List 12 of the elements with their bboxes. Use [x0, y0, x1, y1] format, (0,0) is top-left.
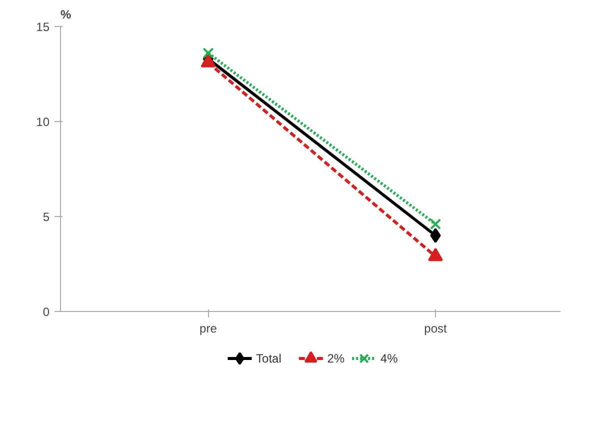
y-tick-label: 15 [36, 20, 50, 34]
x-tick-label: post [424, 322, 448, 336]
legend-label: 4% [380, 352, 398, 366]
y-tick-label: 5 [42, 210, 50, 224]
y-tick-label: 10 [36, 115, 50, 129]
point [430, 218, 442, 230]
legend-label: Total [256, 352, 282, 366]
x-tick-label: pre [200, 322, 218, 336]
y-tick-label: 0 [42, 305, 50, 319]
point [430, 228, 441, 243]
legend-label: 2% [327, 352, 345, 366]
y-axis-title: % [60, 8, 72, 22]
